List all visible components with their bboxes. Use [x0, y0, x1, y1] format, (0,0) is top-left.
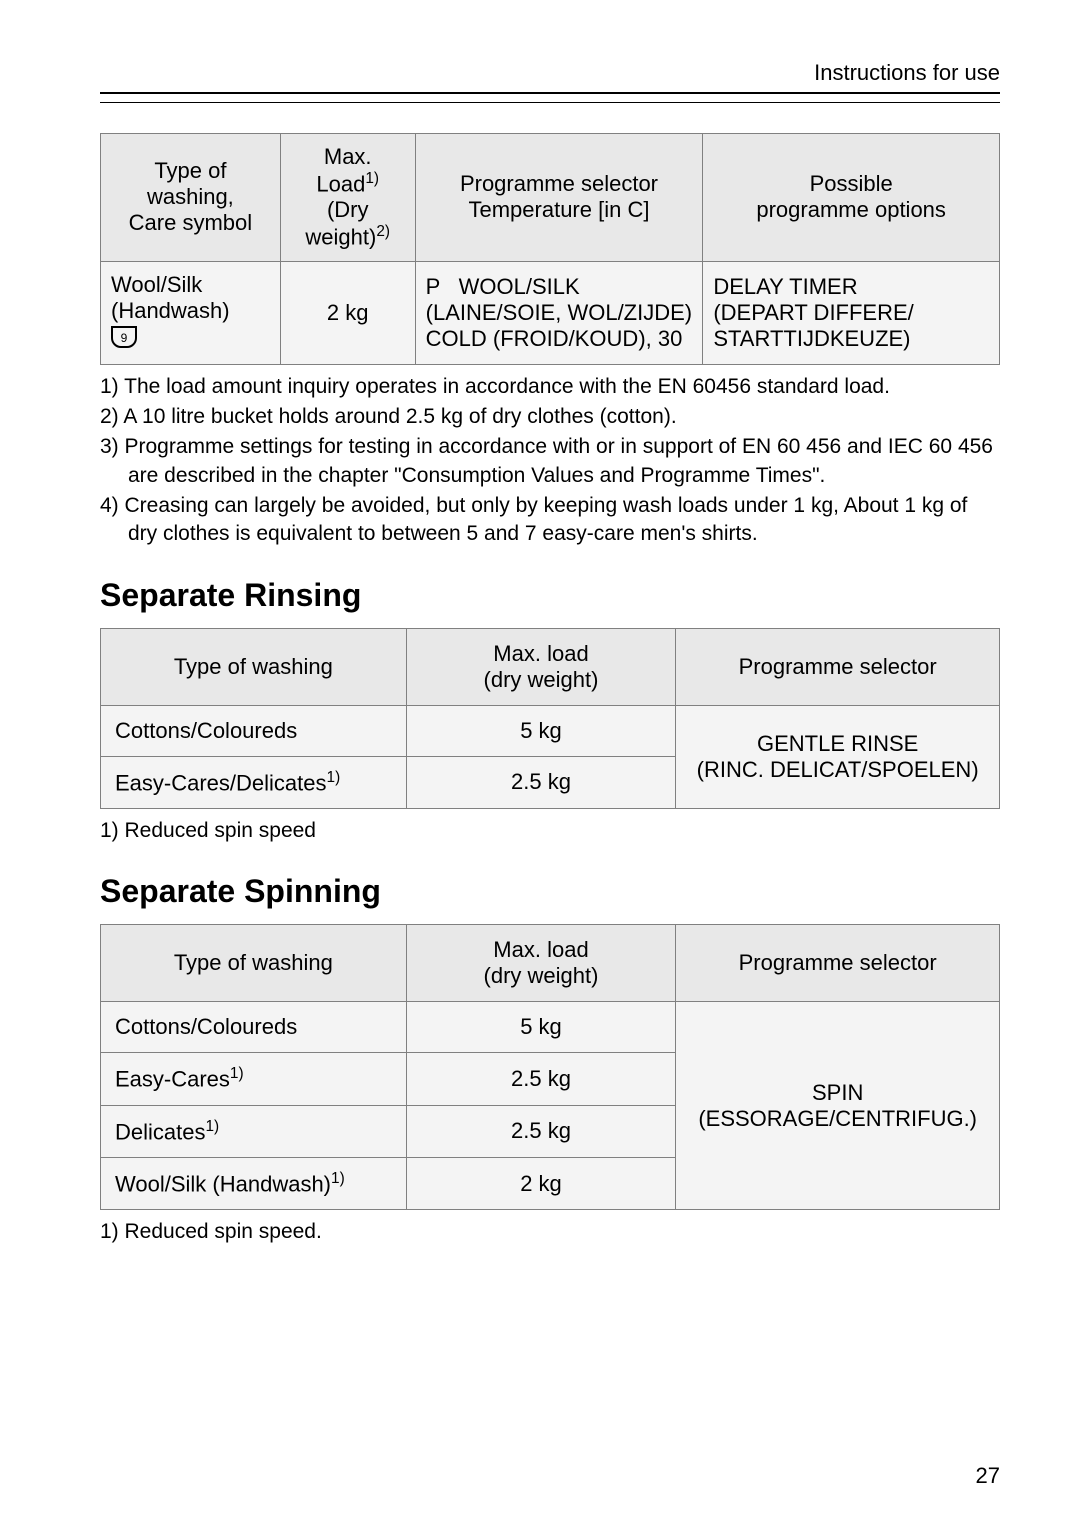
cell-load-val: 2 kg: [327, 300, 369, 325]
col-header-type-l2: Care symbol: [129, 210, 252, 235]
programme-table: Type of washing, Care symbol Max. Load1)…: [100, 133, 1000, 365]
cell-opt-l1: DELAY TIMER: [713, 274, 857, 299]
spinning-col2: Max. load (dry weight): [406, 925, 676, 1002]
spinning-selector-l2: (ESSORAGE/CENTRIFUG.): [698, 1106, 977, 1131]
col-header-prog-l2: Temperature [in C]: [468, 197, 649, 222]
spinning-load-1: 2.5 kg: [406, 1053, 676, 1105]
spinning-type-1-sup: 1): [230, 1065, 244, 1082]
spinning-load-0: 5 kg: [406, 1002, 676, 1053]
page-number: 27: [976, 1463, 1000, 1489]
rinsing-footnote: 1) Reduced spin speed: [100, 817, 1000, 845]
spinning-col2-text: Max. load (dry weight): [484, 937, 599, 988]
rinsing-load-0: 5 kg: [406, 705, 676, 756]
spinning-load-2: 2.5 kg: [406, 1105, 676, 1157]
spinning-type-3-text: Wool/Silk (Handwash): [115, 1171, 331, 1196]
col-header-load: Max. Load1) (Dry weight)2): [280, 134, 415, 262]
spinning-selector: SPIN (ESSORAGE/CENTRIFUG.): [676, 1002, 1000, 1210]
section-title-rinsing: Separate Rinsing: [100, 577, 1000, 614]
col-header-type-l1: Type of washing,: [147, 158, 234, 209]
page-header: Instructions for use: [100, 60, 1000, 94]
col-header-load-sup1: 1): [365, 170, 379, 187]
col-header-load-l1: Max. Load: [316, 144, 371, 196]
spinning-type-3-sup: 1): [331, 1170, 345, 1187]
rinsing-col1: Type of washing: [101, 628, 407, 705]
rinsing-type-1-text: Easy-Cares/Delicates: [115, 770, 327, 795]
col-header-load-l2: (Dry weight): [305, 197, 376, 249]
spinning-col1: Type of washing: [101, 925, 407, 1002]
rinsing-type-1-sup: 1): [327, 769, 341, 786]
col-header-opt-l1: Possible: [810, 171, 893, 196]
spinning-type-2-sup: 1): [205, 1118, 219, 1135]
footnotes-block-1: 1) The load amount inquiry operates in a…: [100, 373, 1000, 549]
spinning-load-3: 2 kg: [406, 1158, 676, 1210]
table-row: Wool/Silk (Handwash) 2 kg P WOOL/SILK (L…: [101, 261, 1000, 364]
footnote: 2) A 10 litre bucket holds around 2.5 kg…: [100, 403, 1000, 431]
spinning-type-0-text: Cottons/Coloureds: [115, 1014, 297, 1039]
table-row: Cottons/Coloureds 5 kg GENTLE RINSE (RIN…: [101, 705, 1000, 756]
rinsing-col3: Programme selector: [676, 628, 1000, 705]
col-header-load-sup2: 2): [376, 223, 390, 240]
header-subline: [100, 102, 1000, 103]
cell-prog-l3: COLD (FROID/KOUD), 30: [426, 326, 683, 351]
spinning-type-2-text: Delicates: [115, 1119, 205, 1144]
col-header-programme: Programme selector Temperature [in C]: [415, 134, 703, 262]
section-title-spinning: Separate Spinning: [100, 873, 1000, 910]
cell-prog-prefix: P: [426, 274, 441, 299]
spinning-col3: Programme selector: [676, 925, 1000, 1002]
cell-type: Wool/Silk (Handwash): [101, 261, 281, 364]
rinsing-selector-l2: (RINC. DELICAT/SPOELEN): [697, 757, 979, 782]
spinning-footnote: 1) Reduced spin speed.: [100, 1218, 1000, 1246]
cell-opt-l3: STARTTIJDKEUZE): [713, 326, 910, 351]
col-header-opt-l2: programme options: [756, 197, 946, 222]
spinning-type-1: Easy-Cares1): [101, 1053, 407, 1105]
spinning-footnote-text: 1) Reduced spin speed.: [100, 1220, 322, 1243]
table-row: Cottons/Coloureds 5 kg SPIN (ESSORAGE/CE…: [101, 1002, 1000, 1053]
footnote: 4) Creasing can largely be avoided, but …: [100, 492, 1000, 549]
cell-prog-l2: (LAINE/SOIE, WOL/ZIJDE): [426, 300, 692, 325]
footnote: 3) Programme settings for testing in acc…: [100, 433, 1000, 490]
cell-type-l1: Wool/Silk: [111, 272, 202, 297]
header-title: Instructions for use: [814, 60, 1000, 85]
care-symbol-icon: [111, 326, 137, 348]
spinning-type-3: Wool/Silk (Handwash)1): [101, 1158, 407, 1210]
footnote: 1) The load amount inquiry operates in a…: [100, 373, 1000, 401]
rinsing-type-0: Cottons/Coloureds: [101, 705, 407, 756]
col-header-options: Possible programme options: [703, 134, 1000, 262]
spinning-type-1-text: Easy-Cares: [115, 1067, 230, 1092]
rinsing-col2: Max. load (dry weight): [406, 628, 676, 705]
cell-prog-l1: WOOL/SILK: [459, 274, 580, 299]
rinsing-type-0-text: Cottons/Coloureds: [115, 718, 297, 743]
rinsing-col2-text: Max. load (dry weight): [484, 641, 599, 692]
spinning-selector-l1: SPIN: [812, 1080, 863, 1105]
cell-load: 2 kg: [280, 261, 415, 364]
rinsing-type-1: Easy-Cares/Delicates1): [101, 756, 407, 808]
rinsing-selector: GENTLE RINSE (RINC. DELICAT/SPOELEN): [676, 705, 1000, 808]
spinning-type-0: Cottons/Coloureds: [101, 1002, 407, 1053]
cell-opt-l2: (DEPART DIFFERE/: [713, 300, 913, 325]
col-header-prog-l1: Programme selector: [460, 171, 658, 196]
rinsing-table: Type of washing Max. load (dry weight) P…: [100, 628, 1000, 809]
rinsing-selector-l1: GENTLE RINSE: [757, 731, 918, 756]
cell-programme: P WOOL/SILK (LAINE/SOIE, WOL/ZIJDE) COLD…: [415, 261, 703, 364]
spinning-type-2: Delicates1): [101, 1105, 407, 1157]
rinsing-load-1: 2.5 kg: [406, 756, 676, 808]
cell-options: DELAY TIMER (DEPART DIFFERE/ STARTTIJDKE…: [703, 261, 1000, 364]
cell-type-l2: (Handwash): [111, 298, 230, 323]
rinsing-footnote-text: 1) Reduced spin speed: [100, 819, 316, 842]
col-header-type: Type of washing, Care symbol: [101, 134, 281, 262]
spinning-table: Type of washing Max. load (dry weight) P…: [100, 924, 1000, 1210]
